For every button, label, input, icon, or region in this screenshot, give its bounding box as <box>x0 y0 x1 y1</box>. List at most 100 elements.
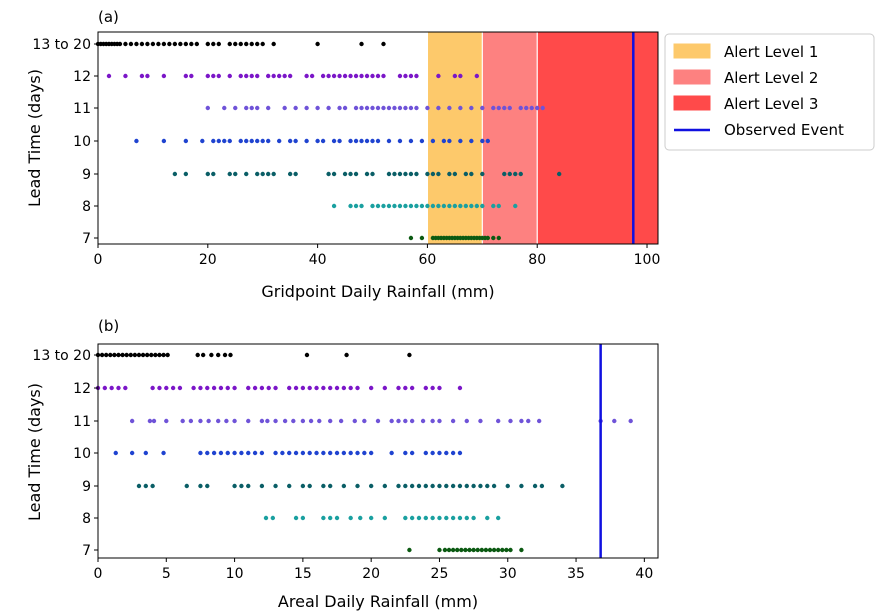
data-point-9 <box>505 483 510 489</box>
data-point-12 <box>164 385 169 391</box>
data-point-12 <box>227 73 232 79</box>
data-point-11 <box>389 418 394 424</box>
data-point-12 <box>191 385 196 391</box>
x-tick-label: 100 <box>634 252 661 268</box>
data-point-9 <box>491 483 497 489</box>
data-point-7 <box>495 547 501 553</box>
data-point-11 <box>469 105 474 111</box>
data-point-7 <box>491 235 496 241</box>
data-point-10 <box>244 138 249 144</box>
alert-band-alert-level-1 <box>427 32 483 244</box>
data-point-11 <box>414 105 419 111</box>
data-point-10 <box>447 138 452 144</box>
data-point-12 <box>331 73 337 79</box>
data-point-13-to-20 <box>344 352 349 358</box>
legend-swatch-alert-level-3 <box>673 95 711 111</box>
data-point-10 <box>450 450 456 456</box>
data-point-9 <box>227 171 232 177</box>
data-point-12 <box>375 73 381 79</box>
data-point-12 <box>368 385 374 391</box>
data-point-12 <box>249 73 254 79</box>
data-point-10 <box>293 138 298 144</box>
data-point-7 <box>419 235 425 241</box>
data-point-11 <box>265 418 270 424</box>
data-point-8 <box>327 515 333 521</box>
data-point-8 <box>447 203 452 209</box>
data-point-9 <box>211 171 216 177</box>
data-point-11 <box>352 418 357 424</box>
data-point-13-to-20 <box>172 41 178 47</box>
data-point-11 <box>628 418 633 424</box>
data-point-10 <box>359 138 364 144</box>
data-point-11 <box>215 418 221 424</box>
data-point-10 <box>334 450 340 456</box>
data-point-13-to-20 <box>140 352 146 358</box>
data-point-11 <box>342 105 348 111</box>
data-point-12 <box>205 385 210 391</box>
data-point-13-to-20 <box>244 41 249 47</box>
legend-label-alert-level-3: Alert Level 3 <box>724 95 818 113</box>
data-point-11 <box>300 418 306 424</box>
x-tick-label: 25 <box>431 566 449 582</box>
data-point-9 <box>293 171 298 177</box>
data-point-13-to-20 <box>407 352 412 358</box>
data-point-11 <box>282 418 288 424</box>
data-point-8 <box>397 203 403 209</box>
data-point-10 <box>457 450 463 456</box>
data-point-10 <box>183 138 189 144</box>
data-point-12 <box>334 385 340 391</box>
panel-b-plot-frame <box>97 343 659 559</box>
x-tick-label: 40 <box>635 566 653 582</box>
data-point-9 <box>513 171 518 177</box>
data-point-11 <box>396 418 401 424</box>
data-point-9 <box>341 483 347 489</box>
data-point-10 <box>403 450 408 456</box>
data-point-12 <box>123 73 128 79</box>
data-point-11 <box>244 105 249 111</box>
data-point-10 <box>255 138 260 144</box>
data-point-7 <box>504 547 509 553</box>
data-point-11 <box>362 418 367 424</box>
data-point-13-to-20 <box>99 352 105 358</box>
data-point-10 <box>134 138 139 144</box>
data-point-9 <box>136 483 142 489</box>
data-point-10 <box>386 138 392 144</box>
data-point-10 <box>355 450 360 456</box>
data-point-13-to-20 <box>153 352 158 358</box>
data-point-9 <box>273 483 278 489</box>
data-point-12 <box>225 385 230 391</box>
data-point-9 <box>183 171 189 177</box>
data-point-10 <box>430 450 435 456</box>
data-point-11 <box>437 418 442 424</box>
data-point-11 <box>198 418 203 424</box>
data-point-13-to-20 <box>116 352 121 358</box>
data-point-8 <box>423 515 429 521</box>
data-point-10 <box>364 138 370 144</box>
data-point-12 <box>106 73 112 79</box>
data-point-12 <box>255 73 260 79</box>
panel-a-x-axis-label: Gridpoint Daily Rainfall (mm) <box>261 282 494 301</box>
data-point-12 <box>170 385 176 391</box>
data-point-13-to-20 <box>128 41 134 47</box>
data-point-11 <box>327 418 333 424</box>
data-point-11 <box>249 105 254 111</box>
data-point-11 <box>359 105 364 111</box>
data-point-7 <box>475 547 480 553</box>
data-point-9 <box>287 171 293 177</box>
data-point-8 <box>331 203 337 209</box>
data-point-13-to-20 <box>157 352 162 358</box>
data-point-13-to-20 <box>103 352 109 358</box>
data-point-11 <box>233 105 238 111</box>
data-point-10 <box>239 450 244 456</box>
data-point-13-to-20 <box>381 41 386 47</box>
data-point-11 <box>147 418 153 424</box>
data-point-9 <box>353 171 359 177</box>
data-point-11 <box>206 418 211 424</box>
data-point-9 <box>463 171 469 177</box>
data-point-10 <box>480 138 485 144</box>
data-point-12 <box>337 73 342 79</box>
data-point-9 <box>423 483 429 489</box>
data-point-11 <box>205 105 211 111</box>
data-point-12 <box>320 73 326 79</box>
data-point-8 <box>270 515 276 521</box>
